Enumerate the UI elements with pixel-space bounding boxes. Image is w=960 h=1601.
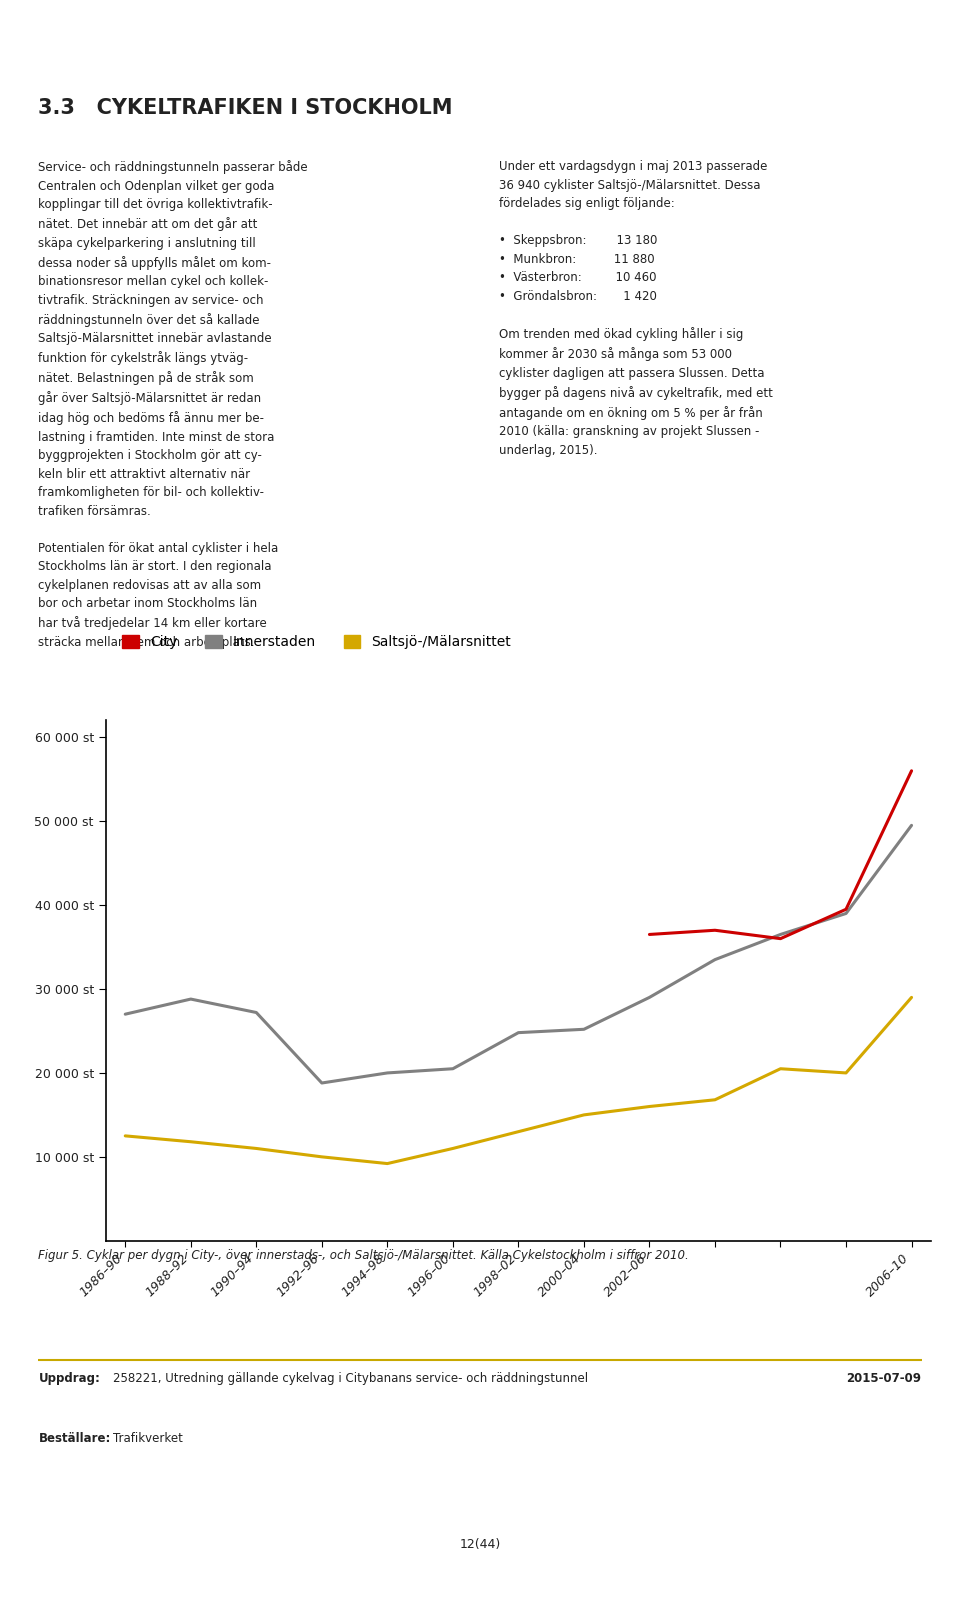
Text: 12(44): 12(44) bbox=[460, 1539, 500, 1551]
Text: Figur 5. Cyklar per dygn i City-, över innerstads-, och Saltsjö-/Mälarsnittet. K: Figur 5. Cyklar per dygn i City-, över i… bbox=[38, 1249, 689, 1262]
Text: Trafikverket: Trafikverket bbox=[113, 1433, 183, 1446]
Text: 3.3   CYKELTRAFIKEN I STOCKHOLM: 3.3 CYKELTRAFIKEN I STOCKHOLM bbox=[38, 98, 453, 118]
Text: 258221, Utredning gällande cykelvag i Citybanans service- och räddningstunnel: 258221, Utredning gällande cykelvag i Ci… bbox=[113, 1372, 588, 1385]
Text: 2015-07-09: 2015-07-09 bbox=[847, 1372, 922, 1385]
Text: Beställare:: Beställare: bbox=[38, 1433, 110, 1446]
Text: Service- och räddningstunneln passerar både
Centralen och Odenplan vilket ger go: Service- och räddningstunneln passerar b… bbox=[38, 160, 308, 648]
Text: Uppdrag:: Uppdrag: bbox=[38, 1372, 100, 1385]
Text: Under ett vardagsdygn i maj 2013 passerade
36 940 cyklister Saltsjö-/Mälarsnitte: Under ett vardagsdygn i maj 2013 passera… bbox=[499, 160, 773, 456]
Legend: City, Innerstaden, Saltsjö-/Mälarsnittet: City, Innerstaden, Saltsjö-/Mälarsnittet bbox=[116, 629, 516, 655]
